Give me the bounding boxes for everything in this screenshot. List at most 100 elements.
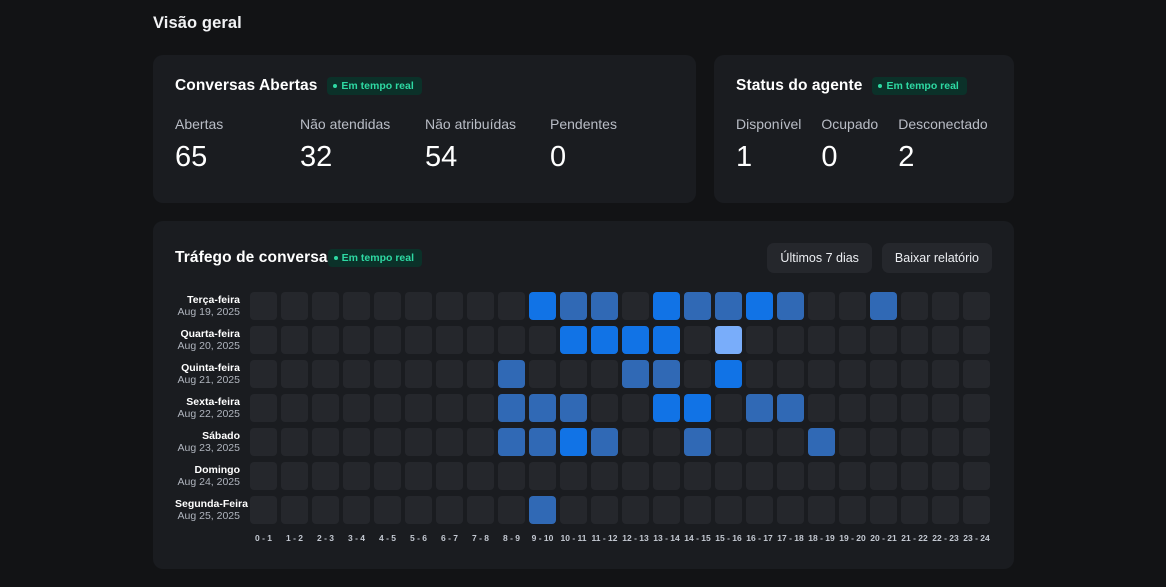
heatmap-cell[interactable] [529, 326, 556, 354]
heatmap-cell[interactable] [467, 428, 494, 456]
heatmap-cell[interactable] [343, 326, 370, 354]
heatmap-cell[interactable] [560, 326, 587, 354]
heatmap-cell[interactable] [746, 496, 773, 524]
heatmap-cell[interactable] [436, 462, 463, 490]
heatmap-cell[interactable] [839, 292, 866, 320]
heatmap-cell[interactable] [684, 496, 711, 524]
heatmap-cell[interactable] [529, 428, 556, 456]
heatmap-cell[interactable] [746, 462, 773, 490]
heatmap-cell[interactable] [963, 360, 990, 388]
heatmap-cell[interactable] [932, 462, 959, 490]
heatmap-cell[interactable] [343, 360, 370, 388]
heatmap-cell[interactable] [963, 292, 990, 320]
heatmap-cell[interactable] [529, 462, 556, 490]
heatmap-cell[interactable] [653, 394, 680, 422]
heatmap-cell[interactable] [746, 292, 773, 320]
heatmap-cell[interactable] [653, 360, 680, 388]
heatmap-cell[interactable] [715, 462, 742, 490]
heatmap-cell[interactable] [436, 496, 463, 524]
heatmap-cell[interactable] [932, 292, 959, 320]
heatmap-cell[interactable] [715, 360, 742, 388]
heatmap-cell[interactable] [622, 462, 649, 490]
heatmap-cell[interactable] [777, 326, 804, 354]
heatmap-cell[interactable] [250, 394, 277, 422]
heatmap-cell[interactable] [560, 496, 587, 524]
heatmap-cell[interactable] [622, 496, 649, 524]
date-range-button[interactable]: Últimos 7 dias [767, 243, 872, 273]
heatmap-cell[interactable] [715, 496, 742, 524]
heatmap-cell[interactable] [529, 496, 556, 524]
heatmap-cell[interactable] [932, 394, 959, 422]
heatmap-cell[interactable] [436, 360, 463, 388]
heatmap-cell[interactable] [839, 462, 866, 490]
heatmap-cell[interactable] [622, 326, 649, 354]
heatmap-cell[interactable] [343, 394, 370, 422]
heatmap-cell[interactable] [684, 292, 711, 320]
heatmap-cell[interactable] [343, 292, 370, 320]
heatmap-cell[interactable] [622, 292, 649, 320]
heatmap-cell[interactable] [498, 326, 525, 354]
heatmap-cell[interactable] [250, 326, 277, 354]
heatmap-cell[interactable] [374, 394, 401, 422]
heatmap-cell[interactable] [405, 394, 432, 422]
heatmap-cell[interactable] [591, 428, 618, 456]
heatmap-cell[interactable] [715, 292, 742, 320]
heatmap-cell[interactable] [498, 394, 525, 422]
heatmap-cell[interactable] [932, 428, 959, 456]
heatmap-cell[interactable] [684, 326, 711, 354]
heatmap-cell[interactable] [715, 394, 742, 422]
heatmap-cell[interactable] [498, 496, 525, 524]
heatmap-cell[interactable] [405, 428, 432, 456]
heatmap-cell[interactable] [746, 428, 773, 456]
heatmap-cell[interactable] [777, 462, 804, 490]
heatmap-cell[interactable] [808, 428, 835, 456]
heatmap-cell[interactable] [374, 292, 401, 320]
heatmap-cell[interactable] [963, 496, 990, 524]
heatmap-cell[interactable] [405, 326, 432, 354]
heatmap-cell[interactable] [777, 292, 804, 320]
heatmap-cell[interactable] [312, 394, 339, 422]
heatmap-cell[interactable] [312, 326, 339, 354]
heatmap-cell[interactable] [808, 394, 835, 422]
heatmap-cell[interactable] [560, 462, 587, 490]
heatmap-cell[interactable] [281, 496, 308, 524]
heatmap-cell[interactable] [281, 326, 308, 354]
heatmap-cell[interactable] [591, 394, 618, 422]
heatmap-cell[interactable] [250, 360, 277, 388]
heatmap-cell[interactable] [777, 496, 804, 524]
heatmap-cell[interactable] [901, 360, 928, 388]
heatmap-cell[interactable] [436, 292, 463, 320]
heatmap-cell[interactable] [839, 394, 866, 422]
heatmap-cell[interactable] [560, 394, 587, 422]
heatmap-cell[interactable] [250, 292, 277, 320]
heatmap-cell[interactable] [622, 394, 649, 422]
heatmap-cell[interactable] [777, 360, 804, 388]
heatmap-cell[interactable] [529, 394, 556, 422]
heatmap-cell[interactable] [963, 428, 990, 456]
heatmap-cell[interactable] [870, 394, 897, 422]
heatmap-cell[interactable] [529, 360, 556, 388]
heatmap-cell[interactable] [405, 360, 432, 388]
heatmap-cell[interactable] [374, 496, 401, 524]
heatmap-cell[interactable] [684, 360, 711, 388]
heatmap-cell[interactable] [932, 326, 959, 354]
heatmap-cell[interactable] [746, 360, 773, 388]
heatmap-cell[interactable] [901, 292, 928, 320]
heatmap-cell[interactable] [932, 496, 959, 524]
download-report-button[interactable]: Baixar relatório [881, 243, 992, 273]
heatmap-cell[interactable] [343, 428, 370, 456]
heatmap-cell[interactable] [498, 292, 525, 320]
heatmap-cell[interactable] [467, 394, 494, 422]
heatmap-cell[interactable] [870, 462, 897, 490]
heatmap-cell[interactable] [343, 462, 370, 490]
heatmap-cell[interactable] [963, 462, 990, 490]
heatmap-cell[interactable] [870, 428, 897, 456]
heatmap-cell[interactable] [281, 428, 308, 456]
heatmap-cell[interactable] [808, 326, 835, 354]
heatmap-cell[interactable] [622, 360, 649, 388]
heatmap-cell[interactable] [622, 428, 649, 456]
heatmap-cell[interactable] [529, 292, 556, 320]
heatmap-cell[interactable] [312, 462, 339, 490]
heatmap-cell[interactable] [374, 428, 401, 456]
heatmap-cell[interactable] [653, 496, 680, 524]
